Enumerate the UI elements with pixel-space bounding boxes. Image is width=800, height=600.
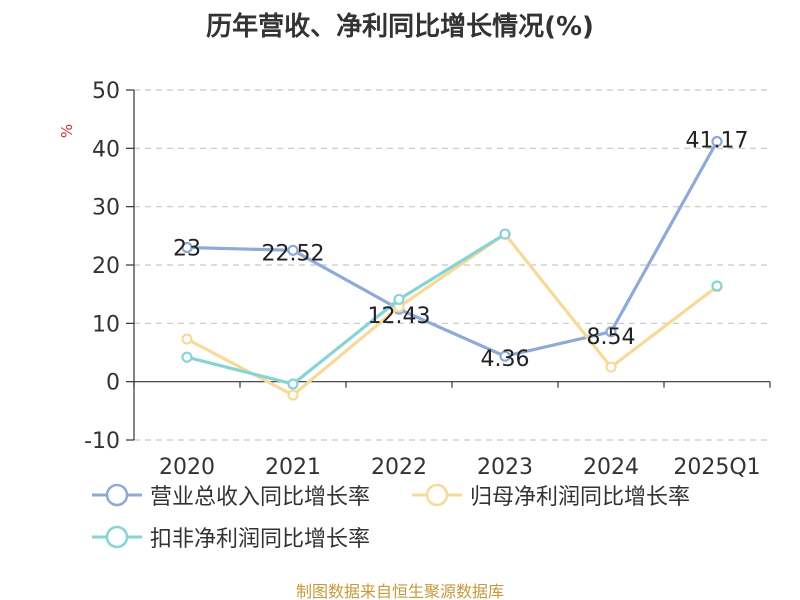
- axis-layer: -10 0 10 20 30 40 50 2020 2021 2022 2023 2024 2025Q1: [84, 79, 771, 480]
- y-tick-label: 40: [92, 137, 120, 162]
- series-point-1: [711, 135, 723, 148]
- legend-line-circle-icon: [92, 525, 142, 549]
- series-point-1: [181, 241, 193, 254]
- series-point-2: [181, 333, 193, 345]
- chart-title: 历年营收、净利同比增长情况(%): [206, 12, 594, 42]
- x-tick-label: 2022: [371, 455, 427, 480]
- y-tick-label: 50: [92, 79, 120, 104]
- data-label: 8.54: [587, 325, 636, 350]
- legend-label-net-profit: 归母净利润同比增长率: [470, 485, 691, 510]
- grid-layer: [134, 89, 770, 441]
- y-tick-label: 10: [92, 312, 120, 337]
- series-point-1: [605, 326, 617, 338]
- y-tick-label: 30: [92, 196, 120, 221]
- data-label-layer: 23 22.52 12.43 4.36 8.54 41.17: [173, 129, 748, 373]
- y-tick-label: 20: [92, 254, 120, 279]
- series-line-1: [186, 140, 719, 358]
- y-tick-label: 0: [106, 371, 120, 396]
- x-tick-label: 2025Q1: [673, 455, 760, 480]
- series-point-3: [499, 228, 511, 240]
- data-label: 12.43: [368, 304, 431, 329]
- x-tick-label: 2024: [583, 455, 639, 480]
- series-point-3: [711, 280, 723, 292]
- series-point-2: [287, 389, 299, 401]
- legend-line-circle-icon: [412, 483, 462, 507]
- legend-label-revenue: 营业总收入同比增长率: [150, 485, 371, 510]
- x-tick-label: 2020: [159, 455, 215, 480]
- series-line-2: [186, 232, 718, 397]
- series-point-3: [393, 293, 405, 306]
- legend-item-deducted-profit[interactable]: 扣非净利润同比增长率: [92, 521, 370, 553]
- series-point-3: [181, 351, 193, 363]
- data-label: 22.52: [262, 241, 325, 266]
- data-label: 23: [173, 237, 201, 262]
- x-tick-label: 2021: [265, 455, 321, 480]
- series-point-2: [605, 361, 617, 373]
- series-line-3: [186, 232, 506, 386]
- legend-label-deducted-profit: 扣非净利润同比增长率: [150, 527, 371, 552]
- series-point-1: [499, 350, 511, 362]
- x-tick-label: 2023: [477, 455, 533, 480]
- legend-item-revenue[interactable]: 营业总收入同比增长率: [92, 479, 370, 511]
- legend-item-net-profit[interactable]: 归母净利润同比增长率: [412, 479, 690, 511]
- series-point-3: [287, 378, 299, 390]
- series-layer: [181, 135, 723, 401]
- y-tick-label: -10: [84, 429, 120, 454]
- data-label: 4.36: [481, 347, 530, 372]
- data-label: 41.17: [686, 129, 749, 154]
- source-note: 制图数据来自恒生聚源数据库: [295, 582, 504, 600]
- series-point-1: [287, 244, 299, 256]
- legend-line-circle-icon: [92, 483, 142, 507]
